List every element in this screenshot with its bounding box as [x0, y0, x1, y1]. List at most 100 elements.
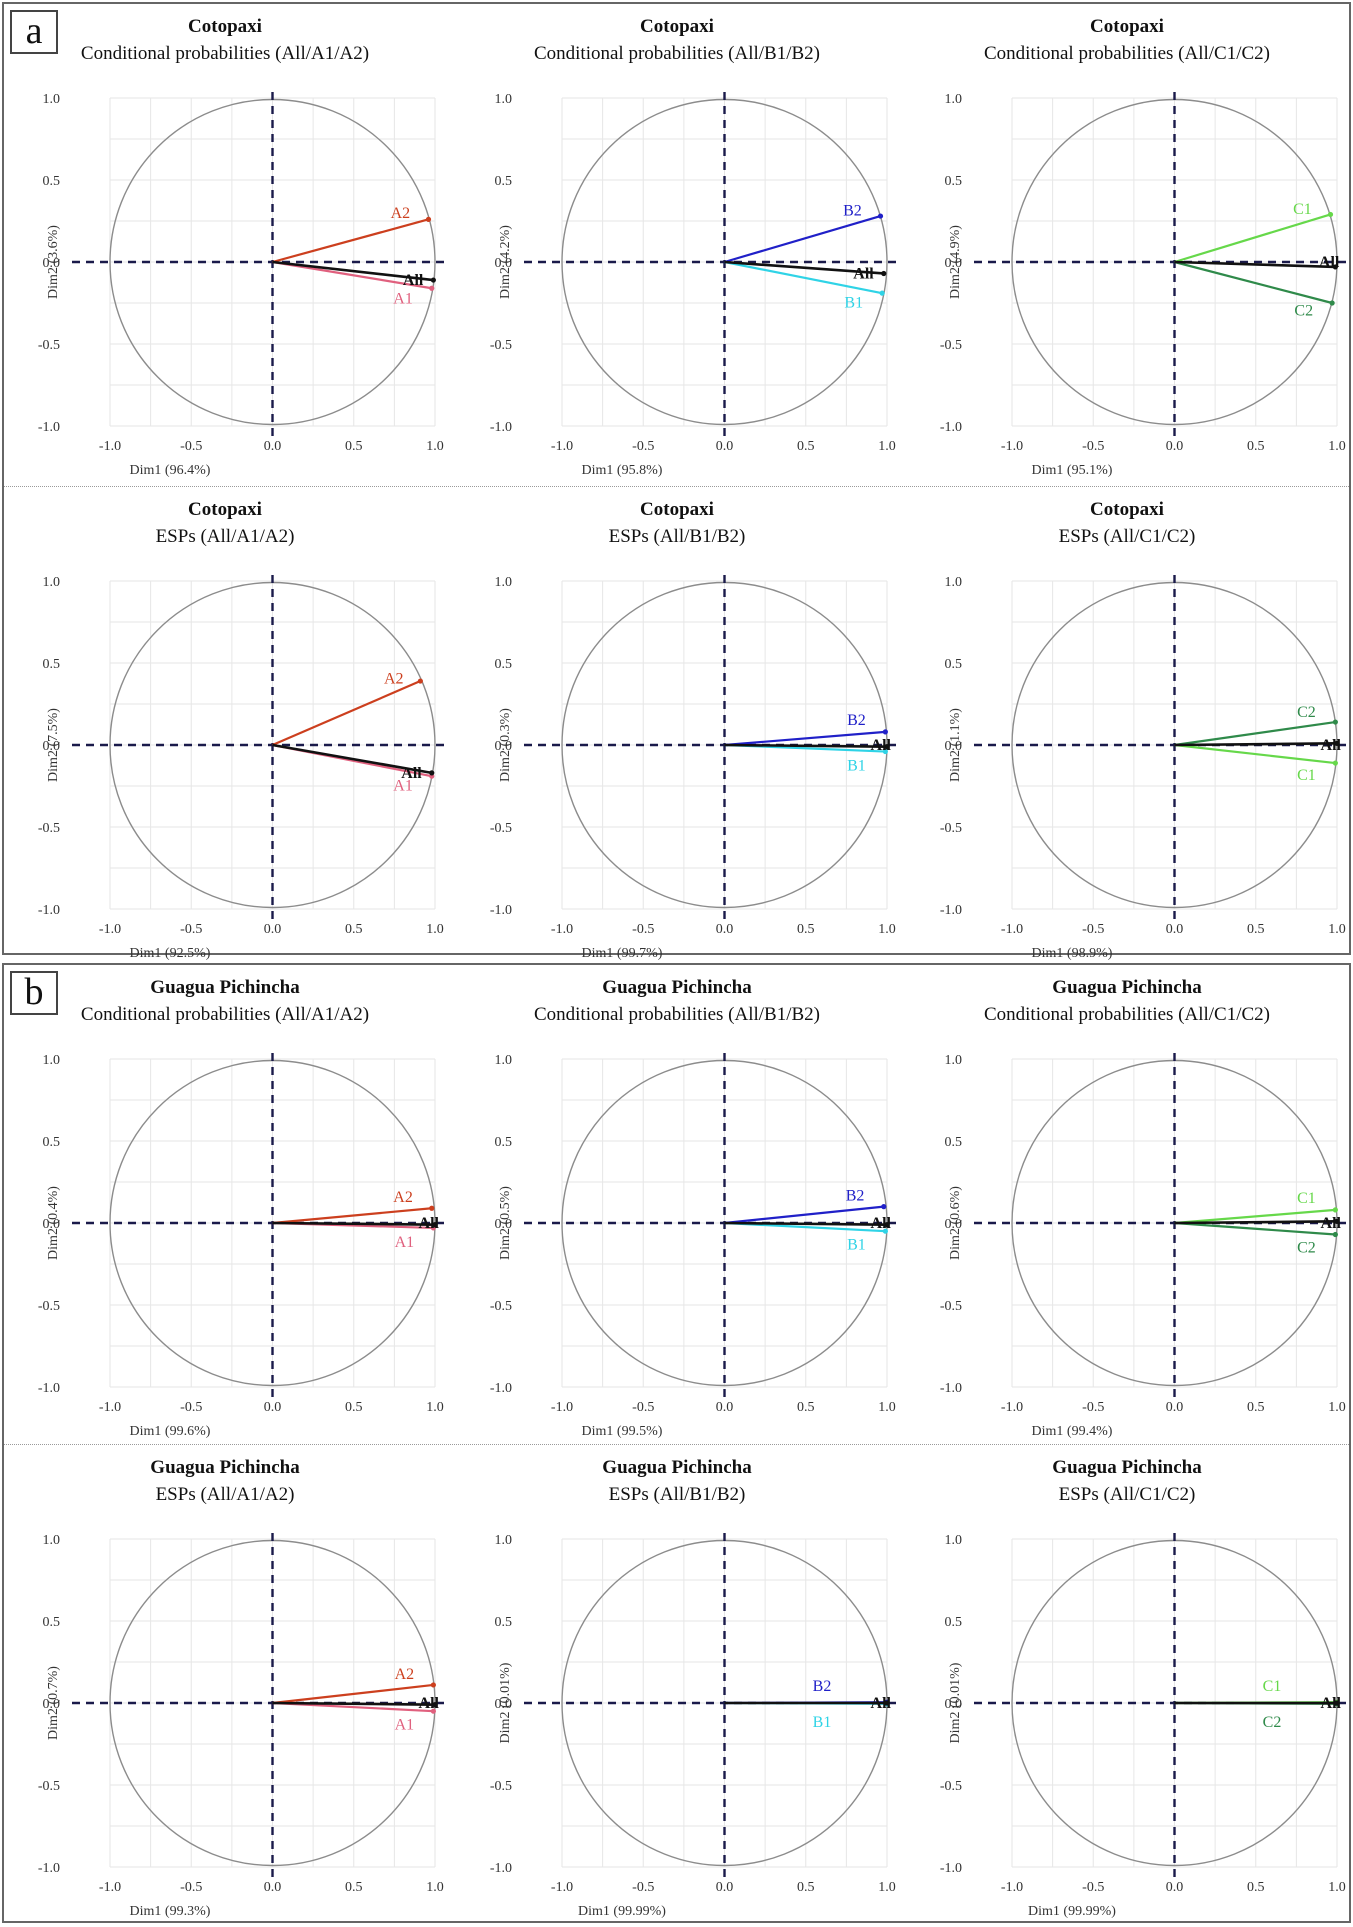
vector-C2: C2: [1174, 1221, 1338, 1256]
chart-title: Cotopaxi: [1090, 499, 1164, 520]
y-tick-label: 0.5: [495, 1615, 513, 1630]
y-tick-label: 0.5: [495, 657, 513, 672]
y-tick-label: -0.5: [940, 338, 962, 353]
vector-line-All: [272, 1701, 436, 1706]
chart-title: Guagua Pichincha: [150, 1457, 300, 1478]
vector-A1: A1: [272, 260, 435, 308]
vector-label-C1: C1: [1297, 1190, 1316, 1207]
vector-All: All: [724, 260, 887, 282]
chart-subtitle: ESPs (All/A1/A2): [156, 526, 295, 547]
vector-line-All: [1174, 742, 1338, 747]
x-tick-label: 0.0: [264, 439, 282, 454]
y-tick-label: 0.5: [495, 1135, 513, 1150]
y-tick-label: 0.0: [495, 739, 513, 754]
vector-tip-All: [1334, 1218, 1340, 1224]
vector-All: All: [1174, 254, 1340, 271]
x-tick-label: -0.5: [1082, 439, 1104, 454]
chart-title: Cotopaxi: [188, 16, 262, 37]
y-tick-label: 1.0: [945, 1053, 963, 1068]
y-tick-label: -1.0: [38, 1381, 60, 1396]
y-axis-label: Dim2 (0.3%): [498, 708, 513, 782]
x-tick-label: -1.0: [99, 1400, 121, 1415]
y-tick-label: -0.5: [38, 1779, 60, 1794]
chart-subtitle: ESPs (All/B1/B2): [609, 526, 746, 547]
chart-title: Guagua Pichincha: [150, 977, 300, 998]
x-tick-label: 0.0: [716, 1400, 734, 1415]
x-tick-label: 0.0: [1166, 922, 1184, 937]
x-tick-label: -1.0: [551, 1400, 573, 1415]
x-tick-label: 0.5: [1247, 1400, 1265, 1415]
y-tick-label: 0.5: [945, 1135, 963, 1150]
x-tick-label: 1.0: [1328, 1880, 1346, 1895]
y-axis-label: Dim2 (0.6%): [948, 1186, 963, 1260]
y-tick-label: -1.0: [490, 903, 512, 918]
y-tick-label: 0.0: [43, 739, 61, 754]
chart-title: Cotopaxi: [640, 16, 714, 37]
y-tick-label: 1.0: [495, 575, 513, 590]
vector-label-B1: B1: [847, 1237, 866, 1254]
x-tick-label: -0.5: [632, 439, 654, 454]
x-axis-label: Dim1 (92.5%): [130, 946, 211, 961]
x-axis-label: Dim1 (95.8%): [582, 463, 663, 478]
vector-All: All: [724, 1215, 892, 1232]
x-tick-label: 1.0: [1328, 1400, 1346, 1415]
vector-tip-B1: [882, 1228, 888, 1234]
y-tick-label: 1.0: [43, 1533, 61, 1548]
x-tick-label: 1.0: [426, 439, 444, 454]
x-tick-label: -1.0: [551, 922, 573, 937]
x-tick-label: 1.0: [878, 1400, 896, 1415]
y-tick-label: 0.0: [495, 1217, 513, 1232]
vector-line-A2: [272, 680, 421, 747]
chart-panel-1: Cotopaxi Conditional probabilities (All/A…: [38, 16, 445, 478]
y-tick-label: 0.0: [43, 1217, 61, 1232]
x-tick-label: -1.0: [99, 922, 121, 937]
vector-label-B1: B1: [813, 1714, 832, 1731]
x-tick-label: -0.5: [180, 922, 202, 937]
vector-label-B2: B2: [846, 1188, 865, 1205]
vector-label-All: All: [871, 737, 892, 754]
chart-subtitle: Conditional probabilities (All/B1/B2): [534, 43, 820, 64]
chart-subtitle: Conditional probabilities (All/A1/A2): [81, 1004, 369, 1025]
chart-title: Guagua Pichincha: [602, 977, 752, 998]
y-tick-label: 1.0: [495, 92, 513, 107]
vector-B2: B2: [724, 202, 884, 264]
panel-label-b: b: [10, 971, 58, 1015]
x-axis-label: Dim1 (99.6%): [130, 1424, 211, 1439]
vector-line-C2: [1174, 260, 1333, 305]
vector-label-A1: A1: [395, 1717, 415, 1734]
y-tick-label: 1.0: [945, 1533, 963, 1548]
y-tick-label: 1.0: [43, 92, 61, 107]
chart-title: Guagua Pichincha: [1052, 1457, 1202, 1478]
x-tick-label: -1.0: [1001, 439, 1023, 454]
vector-line-All: [272, 260, 434, 282]
vector-tip-C2: [1329, 300, 1335, 306]
chart-subtitle: ESPs (All/B1/B2): [609, 1484, 746, 1505]
vector-C2: C2: [1174, 1701, 1340, 1731]
x-tick-label: 0.5: [1247, 922, 1265, 937]
y-tick-label: 0.5: [945, 1615, 963, 1630]
y-tick-label: 0.0: [495, 1697, 513, 1712]
vector-All: All: [1174, 1215, 1342, 1232]
vector-line-A2: [272, 1207, 432, 1225]
vector-tip-All: [884, 1700, 890, 1706]
vector-line-A2: [272, 218, 429, 264]
vector-A2: A2: [272, 205, 432, 264]
vector-All: All: [1174, 737, 1342, 754]
chart-panel-11: Guagua Pichincha ESPs (All/B1/B2) 1.0 0.5 0.…: [490, 1457, 897, 1919]
section-b-frame: [2, 963, 1351, 1923]
vector-tip-C2: [1332, 719, 1338, 725]
vector-label-C1: C1: [1297, 767, 1316, 784]
y-axis-label: Dim2 (0.01%): [948, 1662, 963, 1743]
vector-label-B2: B2: [847, 712, 866, 729]
y-tick-label: 0.0: [945, 1697, 963, 1712]
vector-label-All: All: [419, 1215, 440, 1232]
y-tick-label: 0.0: [945, 256, 963, 271]
x-tick-label: 0.5: [1247, 1880, 1265, 1895]
chart-subtitle: Conditional probabilities (All/A1/A2): [81, 43, 369, 64]
vector-label-All: All: [1321, 1215, 1342, 1232]
chart-panel-3: Cotopaxi Conditional probabilities (All/C…: [940, 16, 1347, 478]
vector-tip-C2: [1332, 1231, 1338, 1238]
y-tick-label: 0.5: [43, 1615, 61, 1630]
vector-label-All: All: [1321, 1695, 1342, 1712]
